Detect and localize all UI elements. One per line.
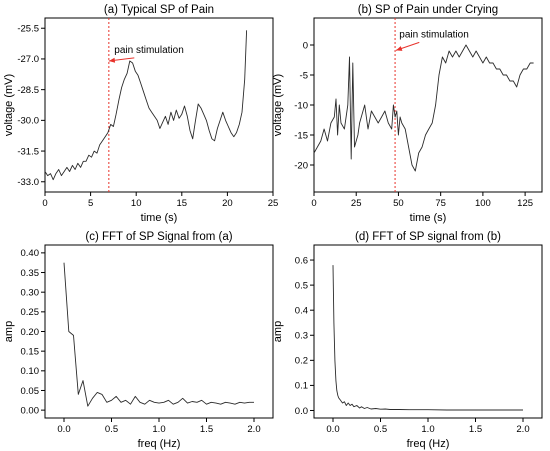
chart-title: (c) FFT of SP Signal from (a) bbox=[85, 231, 232, 243]
x-tick-label: 5 bbox=[88, 198, 93, 209]
chart-panel-1: (a) Typical SP of Pain 0 5 10 15 20 25 -33.0 -31… bbox=[3, 4, 278, 224]
y-tick-label: -5 bbox=[300, 70, 308, 81]
y-tick-label: 0.00 bbox=[21, 405, 40, 416]
x-tick-label: 1.0 bbox=[152, 424, 165, 435]
annotation-arrow-head bbox=[108, 57, 116, 63]
y-tick-label: -25.5 bbox=[17, 24, 39, 35]
x-axis-label: time (s) bbox=[410, 212, 447, 224]
x-tick-label: 0.5 bbox=[105, 424, 118, 435]
x-axis-label: time (s) bbox=[141, 212, 178, 224]
y-tick-label: 0.10 bbox=[21, 366, 40, 377]
y-tick-label: 0.40 bbox=[21, 248, 40, 259]
x-tick-label: 20 bbox=[222, 198, 233, 209]
x-tick-label: 125 bbox=[517, 198, 533, 209]
x-tick-label: 2.0 bbox=[516, 424, 529, 435]
signal-line bbox=[313, 44, 534, 172]
y-axis-label: amp bbox=[272, 321, 284, 342]
x-tick-label: 100 bbox=[475, 198, 491, 209]
y-tick-label: 0.30 bbox=[21, 287, 40, 298]
chart-title: (a) Typical SP of Pain bbox=[104, 4, 214, 16]
y-tick-label: 0.1 bbox=[295, 381, 308, 392]
y-tick-label: -27.0 bbox=[17, 54, 39, 65]
x-tick-label: 15 bbox=[177, 198, 188, 209]
y-tick-label: 0.4 bbox=[295, 305, 308, 316]
x-tick-label: 0 bbox=[42, 198, 47, 209]
x-tick-label: 1.5 bbox=[469, 424, 482, 435]
x-tick-label: 0.0 bbox=[57, 424, 70, 435]
annotation-text: pain stimulation bbox=[114, 45, 183, 56]
x-tick-label: 0 bbox=[311, 198, 316, 209]
y-axis-label: voltage (mV) bbox=[272, 74, 284, 136]
y-tick-label: -28.5 bbox=[17, 85, 39, 96]
y-axis-label: amp bbox=[3, 321, 15, 342]
annotation-text: pain stimulation bbox=[399, 29, 468, 40]
y-tick-label: 0.5 bbox=[295, 280, 308, 291]
y-tick-label: 0.6 bbox=[295, 255, 308, 266]
chart-panel-3: (c) FFT of SP Signal from (a) 0.0 0.5 1.0 1.… bbox=[3, 231, 274, 450]
x-tick-label: 10 bbox=[131, 198, 142, 209]
y-tick-label: 0.3 bbox=[295, 331, 308, 342]
y-tick-label: -33.0 bbox=[17, 177, 39, 188]
signal-line bbox=[332, 265, 523, 411]
chart-panel-4: (d) FFT of SP signal from (b) 0.0 0.5 1.0 1.… bbox=[272, 231, 543, 450]
y-tick-label: 0.25 bbox=[21, 307, 40, 318]
y-tick-label: -30.0 bbox=[17, 116, 39, 127]
chart-title: (b) SP of Pain under Crying bbox=[358, 4, 498, 16]
y-tick-label: 0.15 bbox=[21, 346, 40, 357]
x-tick-label: 75 bbox=[435, 198, 446, 209]
x-axis-label: freq (Hz) bbox=[138, 438, 181, 450]
y-axis-label: voltage (mV) bbox=[3, 74, 15, 136]
y-tick-label: 0.35 bbox=[21, 268, 40, 279]
x-tick-label: 25 bbox=[351, 198, 362, 209]
chart-panel-2: (b) SP of Pain under Crying 0 25 50 75 100 125… bbox=[272, 4, 543, 224]
y-tick-label: -20 bbox=[294, 160, 308, 171]
x-tick-label: 1.5 bbox=[200, 424, 213, 435]
annotation-arrow-head bbox=[395, 46, 403, 51]
y-tick-label: -31.5 bbox=[17, 146, 39, 157]
x-tick-label: 25 bbox=[268, 198, 279, 209]
y-tick-label: 0 bbox=[303, 40, 308, 51]
x-tick-label: 50 bbox=[393, 198, 404, 209]
y-tick-label: 0.05 bbox=[21, 386, 40, 397]
y-tick-label: 0.20 bbox=[21, 327, 40, 338]
y-tick-label: 0.0 bbox=[295, 406, 308, 417]
signal-line bbox=[63, 262, 254, 407]
y-tick-label: 0.2 bbox=[295, 356, 308, 367]
chart-title: (d) FFT of SP signal from (b) bbox=[355, 231, 501, 243]
x-tick-label: 0.0 bbox=[326, 424, 339, 435]
y-tick-label: -10 bbox=[294, 100, 308, 111]
plot-frame bbox=[44, 17, 274, 193]
y-tick-label: -15 bbox=[294, 130, 308, 141]
plot-frame bbox=[313, 244, 543, 419]
signal-line bbox=[44, 30, 248, 181]
x-tick-label: 2.0 bbox=[247, 424, 260, 435]
x-tick-label: 0.5 bbox=[374, 424, 387, 435]
x-tick-label: 1.0 bbox=[421, 424, 434, 435]
x-axis-label: freq (Hz) bbox=[407, 438, 450, 450]
